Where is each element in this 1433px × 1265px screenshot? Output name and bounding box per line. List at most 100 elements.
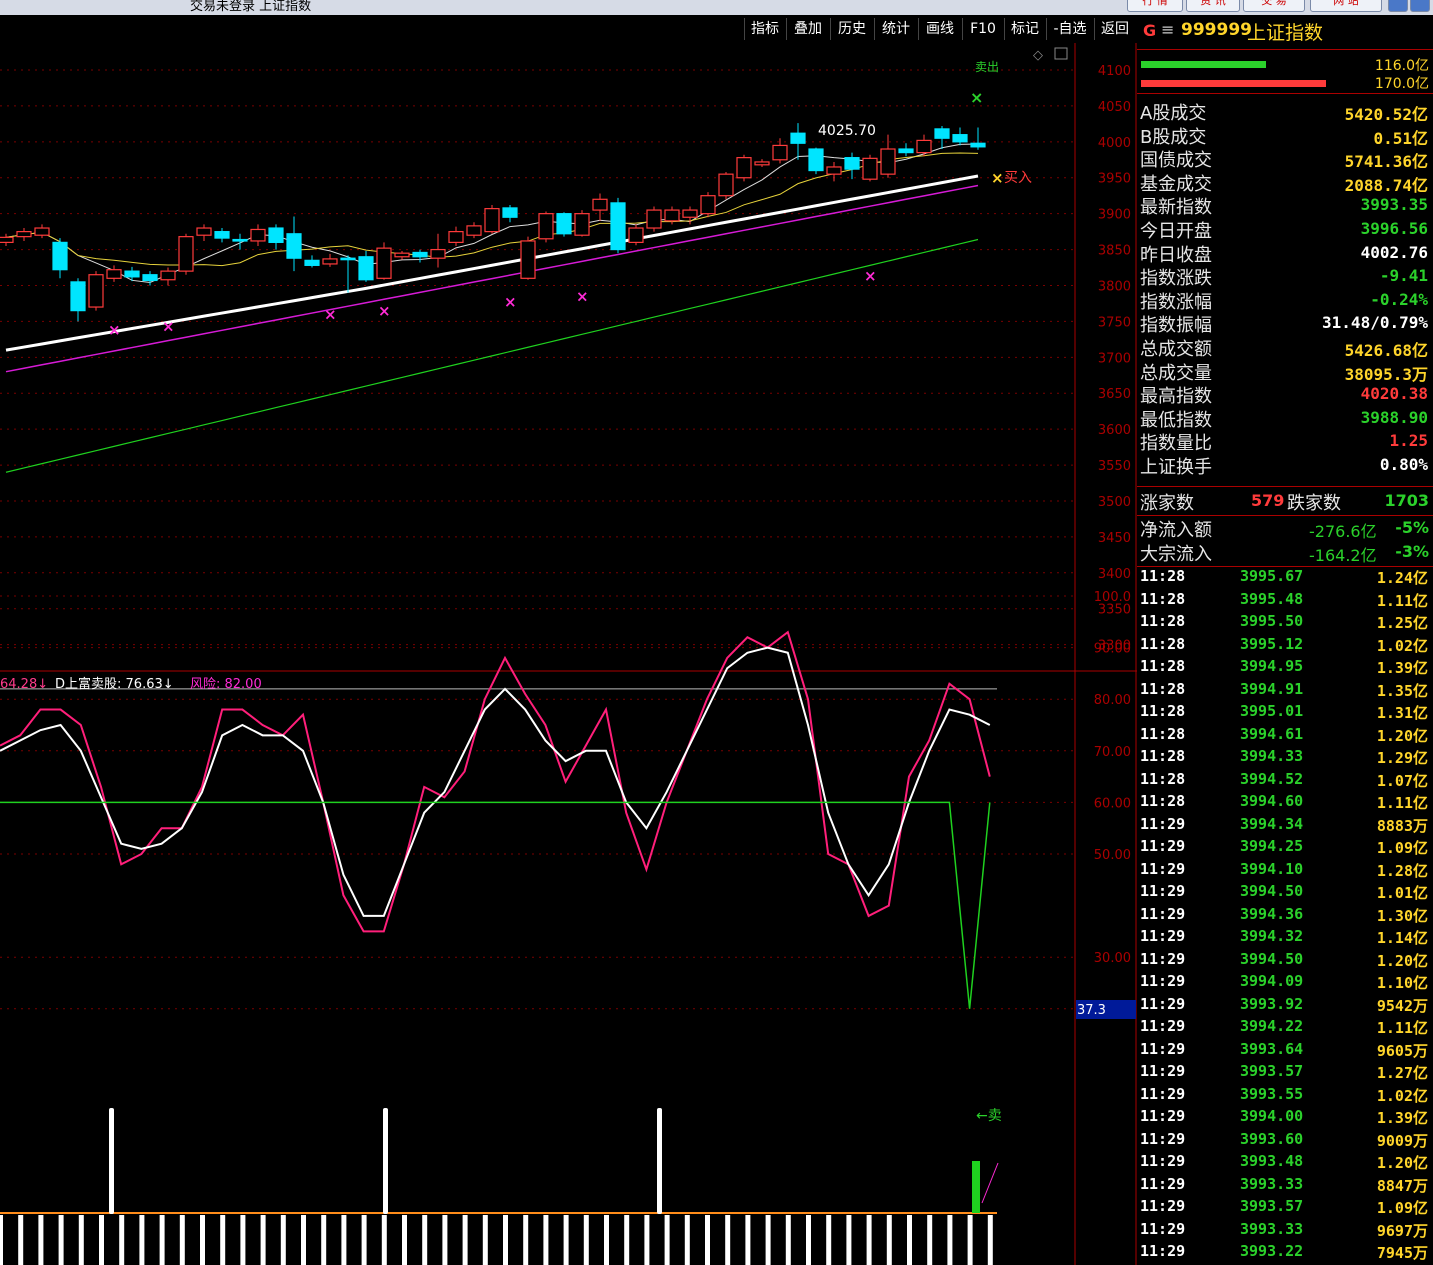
stat-value: 5420.52亿 [1344, 105, 1428, 124]
kline-chart[interactable]: 4100 4050 4000 3950 3900 3850 3800 3750 3700 3650… [0, 43, 1137, 1265]
quotes-button[interactable]: 行 情 [1127, 0, 1183, 12]
up-count: 579 [1251, 491, 1285, 510]
g-icon[interactable]: G [1143, 21, 1157, 40]
minimize-icon[interactable] [1388, 0, 1408, 12]
green-bar [1141, 61, 1266, 68]
flows: 净流入额 -276.6亿 -5% 大宗流入 -164.2亿 -3% [1137, 515, 1433, 567]
candle-body [466, 225, 482, 236]
tool-f10[interactable]: F10 [962, 18, 1003, 40]
tick-price: 3993.33 [1240, 1174, 1304, 1193]
tool-back[interactable]: 返回 [1094, 18, 1135, 40]
tick-time: 11:28 [1140, 612, 1186, 630]
maximize-icon[interactable] [1410, 0, 1430, 12]
trade-button[interactable]: 交 易 [1243, 0, 1305, 12]
flow-value-1: -276.6亿 [1309, 522, 1377, 541]
candle-body [0, 236, 14, 243]
candle-body [682, 209, 698, 218]
tool-watchlist[interactable]: -自选 [1046, 18, 1093, 40]
stat-row: 总成交额 5426.68亿 [1140, 335, 1428, 360]
tick-volume: 1.20亿 [1376, 1154, 1428, 1172]
tick-price: 3995.67 [1240, 567, 1304, 585]
price-axis-label: 3450 [1098, 531, 1131, 546]
stat-value: 38095.3万 [1344, 364, 1428, 384]
price-axis-label: 4000 [1098, 136, 1131, 151]
candle-body [340, 257, 356, 261]
tick-volume: 1.02亿 [1376, 1086, 1428, 1105]
candle-body [430, 248, 446, 259]
stat-label: 最新指数 [1140, 197, 1212, 219]
tool-indicator[interactable]: 指标 [744, 18, 785, 40]
tick-row: 11:29 3993.60 9009万 [1140, 1130, 1428, 1152]
indicator-bar [200, 1215, 205, 1265]
stat-row: 总成交量 38095.3万 [1140, 359, 1428, 384]
indicator-bar [563, 1215, 569, 1265]
tick-row: 11:29 3994.09 1.10亿 [1140, 972, 1428, 994]
tool-stats[interactable]: 统计 [874, 18, 917, 40]
candle-body [646, 209, 662, 229]
sell-top-annotation: 卖出 [975, 60, 999, 74]
candle-body [268, 227, 284, 243]
stat-row: 指数涨幅 -0.24% [1140, 288, 1428, 313]
tick-volume: 1.09亿 [1376, 839, 1428, 857]
candle-body [376, 247, 392, 279]
price-axis-label: 3850 [1098, 244, 1131, 259]
candle-body [970, 142, 986, 148]
candle-body [592, 198, 608, 211]
indicator-series-0 [0, 630, 991, 933]
tick-price: 3994.91 [1240, 679, 1304, 698]
tick-row: 11:28 3995.12 1.02亿 [1140, 635, 1428, 657]
indicator-bar [462, 1215, 468, 1265]
candle-body [34, 227, 50, 236]
ind-axis-label: 30.00 [1094, 951, 1131, 966]
price-axis-label: 3900 [1098, 208, 1131, 223]
tick-price: 3993.64 [1240, 1039, 1304, 1058]
flow-pct-1: -5% [1395, 518, 1429, 537]
candle-body [538, 213, 554, 240]
news-button[interactable]: 资 讯 [1186, 0, 1240, 12]
breadth-row: 涨家数 579 跌家数 1703 [1137, 486, 1433, 515]
tick-row: 11:28 3995.01 1.31亿 [1140, 702, 1428, 724]
tick-time: 11:29 [1140, 1197, 1186, 1215]
tool-draw[interactable]: 画线 [918, 18, 961, 40]
legend-c: 风险: 82.00 [190, 677, 262, 692]
tick-volume: 1.02亿 [1376, 636, 1428, 655]
tick-volume: 9697万 [1376, 1221, 1428, 1240]
signal-bar [657, 1108, 662, 1214]
buy-mark-icon: × [864, 267, 877, 285]
tick-volume: 1.39亿 [1376, 659, 1428, 677]
stat-value: 0.80% [1379, 455, 1428, 474]
price-axis-label: 3500 [1098, 495, 1131, 510]
diamond-icon: ◇ [1033, 48, 1043, 63]
tick-time: 11:29 [1140, 1107, 1186, 1125]
tick-row: 11:28 3994.33 1.29亿 [1140, 747, 1428, 769]
menu-icon[interactable]: ≡ [1161, 20, 1175, 39]
candle-body [826, 166, 842, 175]
stat-value: -0.24% [1370, 289, 1428, 309]
tick-row: 11:29 3994.10 1.28亿 [1140, 860, 1428, 882]
candle-body [574, 213, 590, 236]
indicator-bar [422, 1215, 428, 1265]
tick-time: 11:29 [1140, 1174, 1186, 1193]
tick-row: 11:29 3993.64 9605万 [1140, 1040, 1428, 1062]
indicator-bar [18, 1215, 24, 1265]
tick-price: 3993.60 [1240, 1129, 1304, 1148]
tool-overlay[interactable]: 叠加 [786, 18, 829, 40]
stat-label: 国债成交 [1140, 150, 1212, 172]
tick-volume: 1.25亿 [1376, 614, 1428, 632]
tick-time: 11:28 [1140, 567, 1186, 585]
website-button[interactable]: 网 站 [1310, 0, 1382, 12]
tool-mark[interactable]: 标记 [1004, 18, 1045, 40]
candle-body [502, 207, 518, 218]
tick-price: 3994.36 [1240, 904, 1304, 923]
tick-row: 11:28 3994.52 1.07亿 [1140, 770, 1428, 792]
tick-volume: 1.07亿 [1376, 771, 1428, 790]
tick-volume: 7945万 [1376, 1244, 1428, 1262]
indicator-bar [38, 1215, 44, 1265]
indicator-bar [220, 1215, 226, 1265]
tick-price: 3993.57 [1240, 1197, 1304, 1215]
sell-signal-bar [972, 1161, 980, 1213]
indicator-bar [280, 1215, 286, 1265]
tick-row: 11:29 3994.22 1.11亿 [1140, 1017, 1428, 1039]
tick-time: 11:29 [1140, 1084, 1186, 1103]
tool-history[interactable]: 历史 [830, 18, 873, 40]
